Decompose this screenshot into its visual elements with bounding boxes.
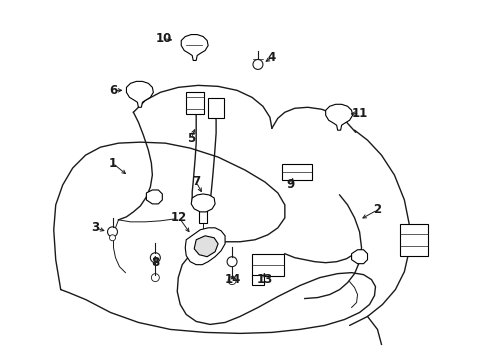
- Polygon shape: [185, 228, 224, 265]
- Text: 11: 11: [351, 107, 367, 120]
- Text: 7: 7: [192, 175, 200, 189]
- Bar: [199, 205, 207, 223]
- Bar: [208, 98, 224, 118]
- Circle shape: [227, 276, 236, 285]
- Polygon shape: [194, 236, 218, 257]
- Text: 1: 1: [108, 157, 116, 170]
- Polygon shape: [126, 81, 153, 107]
- Text: 12: 12: [171, 211, 187, 224]
- Polygon shape: [325, 104, 352, 130]
- Polygon shape: [191, 194, 215, 212]
- Text: 14: 14: [224, 273, 241, 286]
- Text: 9: 9: [286, 179, 294, 192]
- Circle shape: [252, 59, 263, 69]
- Circle shape: [226, 257, 237, 267]
- Circle shape: [109, 235, 115, 241]
- Text: 3: 3: [91, 221, 100, 234]
- Circle shape: [151, 274, 159, 282]
- Polygon shape: [181, 35, 208, 60]
- Text: 13: 13: [256, 273, 272, 286]
- Text: 8: 8: [151, 256, 159, 269]
- Bar: [251, 275, 264, 285]
- Text: 2: 2: [373, 203, 381, 216]
- Bar: [400, 224, 427, 256]
- Polygon shape: [351, 250, 367, 264]
- Circle shape: [107, 227, 117, 237]
- Circle shape: [150, 253, 160, 263]
- Bar: [186, 92, 203, 114]
- Text: 5: 5: [187, 132, 195, 145]
- Bar: [251, 254, 283, 276]
- Bar: [281, 163, 311, 180]
- Polygon shape: [146, 190, 162, 204]
- Text: 4: 4: [267, 51, 275, 64]
- Text: 6: 6: [109, 84, 118, 97]
- Text: 10: 10: [155, 32, 171, 45]
